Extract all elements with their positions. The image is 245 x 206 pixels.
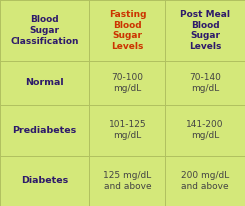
Text: 70-140
mg/dL: 70-140 mg/dL [189,73,221,93]
Text: Prediabetes: Prediabetes [12,126,77,135]
Text: 141-200
mg/dL: 141-200 mg/dL [186,121,224,140]
Text: Blood
Sugar
Classification: Blood Sugar Classification [11,15,79,46]
Text: Normal: Normal [25,78,64,87]
Text: Diabetes: Diabetes [21,176,68,185]
Text: 70-100
mg/dL: 70-100 mg/dL [111,73,143,93]
Text: 125 mg/dL
and above: 125 mg/dL and above [103,171,151,191]
Text: Fasting
Blood
Sugar
Levels: Fasting Blood Sugar Levels [109,10,146,51]
Text: 101-125
mg/dL: 101-125 mg/dL [109,121,146,140]
Text: 200 mg/dL
and above: 200 mg/dL and above [181,171,229,191]
Text: Post Meal
Blood
Sugar
Levels: Post Meal Blood Sugar Levels [180,10,230,51]
